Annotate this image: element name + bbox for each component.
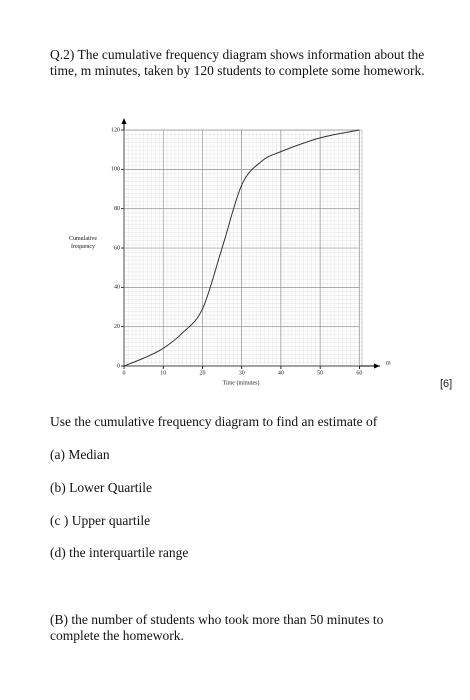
part: (c ) Upper quartile [50,513,151,528]
x-tick-label: 0 [123,370,126,376]
y-axis-label: Cumulative frequency [69,236,97,250]
y-tick-label: 100 [111,167,120,173]
x-tick-label: 60 [356,370,362,376]
part: (a) Median [50,447,110,462]
x-tick-label: 20 [199,370,205,376]
x-tick-label: 30 [239,370,245,376]
y-arrow [121,118,127,124]
x-axis-label: Time (minutes) [223,379,260,386]
x-axis-symbol: m [386,360,391,366]
part: (d) the interquartile range [50,545,189,560]
prompt: Use the cumulative frequency diagram to … [50,414,378,429]
y-tick-label: 0 [117,363,120,369]
y-tick-label: 60 [114,245,120,251]
y-axis-label: Cumulative frequency [69,236,97,250]
cumulative-curve [123,129,360,367]
question: Q.2) The cumulative frequency diagram sh… [50,47,425,78]
marks: [6] [440,378,452,390]
x-tick-label: 50 [317,370,323,376]
x-tick-label: 40 [278,370,284,376]
y-tick-label: 20 [114,324,120,330]
chart: m Time (minutes) [6] Cumulative frequenc… [69,118,452,390]
part: (b) Lower Quartile [50,480,152,495]
x-tick-label: 10 [160,370,166,376]
y-tick-label: 40 [114,285,120,291]
y-tick-label: 80 [114,206,120,212]
y-tick-label: 120 [111,127,120,133]
part-b: (B) the number of students who took more… [50,612,384,643]
y-label-box: Cumulative frequency [69,236,97,250]
x-arrow [374,363,380,369]
